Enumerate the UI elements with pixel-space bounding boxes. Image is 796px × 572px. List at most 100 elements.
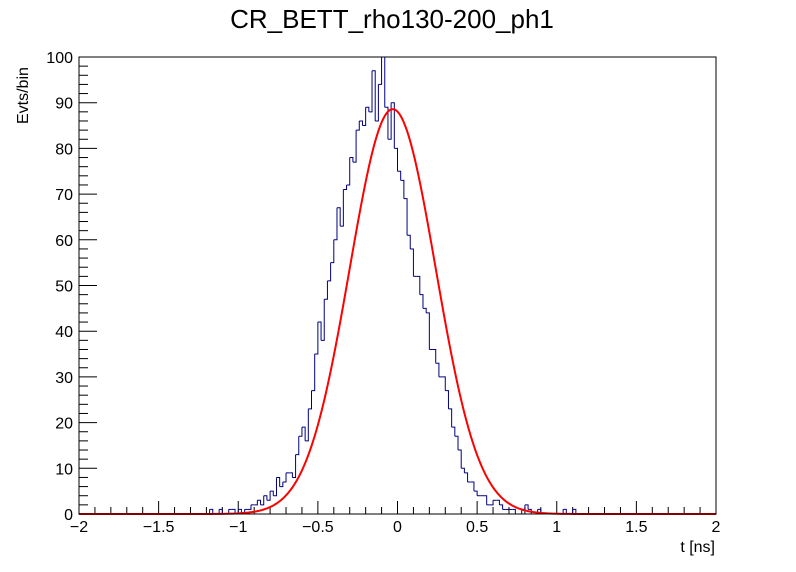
histogram-bin — [391, 102, 395, 149]
histogram-bin — [461, 467, 465, 473]
histogram-bin — [330, 239, 335, 264]
x-tick-label: 1 — [552, 519, 561, 536]
histogram-bin — [368, 70, 373, 113]
histogram-bin — [372, 70, 376, 121]
axis-ticks: −2 −1.5 −1 −0.5 0 0.5 1 1.5 20102030405060708090… — [46, 50, 720, 536]
histogram-bin — [464, 472, 469, 483]
histogram-bin — [317, 321, 322, 341]
histogram-bin — [384, 106, 389, 140]
histogram-bin — [422, 307, 427, 313]
histogram-bin — [365, 106, 370, 112]
histogram-bin — [458, 449, 462, 469]
histogram-bin — [349, 157, 354, 163]
histogram-bin — [295, 436, 300, 456]
histogram-bin — [473, 490, 478, 496]
histogram-bin — [336, 207, 341, 227]
histogram-bin — [321, 299, 325, 341]
histogram-bin — [387, 102, 392, 140]
y-tick-label: 30 — [55, 370, 73, 387]
histogram-bin — [356, 120, 360, 131]
x-tick-label: 0 — [393, 519, 402, 536]
y-tick-label: 50 — [55, 279, 73, 296]
histogram-bin — [400, 179, 405, 199]
histogram-bin — [327, 262, 332, 282]
histogram-bin — [276, 476, 281, 487]
histogram-bin — [263, 495, 268, 501]
histogram-bin — [343, 184, 348, 191]
histogram-bin — [563, 508, 567, 514]
x-tick-label: −1 — [229, 519, 247, 536]
histogram-bin — [305, 408, 309, 442]
histogram-bin — [407, 234, 411, 249]
x-tick-label: 1.5 — [625, 519, 647, 536]
histogram-bin — [435, 362, 440, 377]
y-tick-label: 70 — [55, 187, 73, 204]
histogram-bin — [419, 294, 424, 309]
histogram-bin — [454, 435, 459, 451]
x-tick-label: −1.5 — [143, 519, 175, 536]
y-tick-label: 0 — [64, 507, 73, 524]
y-tick-label: 80 — [55, 141, 73, 158]
histogram-bin — [512, 508, 516, 514]
histogram-bin — [298, 427, 303, 437]
y-tick-label: 40 — [55, 324, 73, 341]
histogram-bin — [260, 495, 265, 506]
histogram-bin — [375, 84, 379, 122]
y-tick-label: 20 — [55, 416, 73, 433]
x-tick-label: 2 — [712, 519, 721, 536]
histogram-bin — [247, 504, 252, 510]
histogram-bin — [301, 426, 306, 441]
histogram-bin — [489, 500, 494, 506]
histogram-bin — [254, 500, 258, 506]
histogram-bin — [378, 57, 383, 85]
x-tick-label: −0.5 — [302, 519, 334, 536]
histogram-bin — [394, 147, 398, 172]
histogram-bin — [231, 508, 236, 514]
histogram-bin — [432, 348, 437, 364]
x-tick-label: 0.5 — [466, 519, 488, 536]
histogram-bin — [333, 207, 338, 241]
histogram-bin — [499, 504, 504, 510]
histogram-bin — [346, 157, 351, 186]
y-tick-label: 60 — [55, 233, 73, 250]
histogram-bin — [340, 189, 344, 227]
histogram-bin — [292, 454, 297, 478]
histogram-bin — [266, 491, 271, 501]
histogram-bin — [403, 198, 408, 236]
histogram-bin — [314, 322, 319, 355]
histogram-bin — [483, 495, 488, 505]
x-tick-label: −2 — [70, 519, 88, 536]
y-tick-label: 90 — [55, 96, 73, 113]
histogram-bin — [359, 120, 363, 126]
y-tick-label: 100 — [46, 50, 73, 67]
histogram-bin — [362, 107, 367, 127]
plot-frame — [78, 56, 717, 515]
histogram-bin — [324, 280, 328, 300]
histogram-bin — [572, 508, 577, 514]
histogram-bin — [273, 477, 277, 497]
histogram-bin — [289, 472, 293, 478]
histogram-bin — [209, 508, 214, 514]
histogram-bin — [397, 170, 402, 181]
histogram-bin — [282, 472, 287, 483]
histogram-bin — [410, 248, 414, 277]
histogram-bin — [311, 354, 316, 392]
histogram-bin — [219, 508, 223, 514]
histogram-series — [206, 56, 577, 515]
histogram-bin — [308, 390, 313, 410]
histogram-bin — [352, 130, 357, 163]
histogram-bin — [524, 504, 529, 510]
histogram-bin — [426, 312, 430, 350]
histogram-bin — [448, 408, 453, 428]
histogram-bin — [496, 499, 500, 505]
histogram-bin — [416, 275, 421, 295]
histogram-bin — [470, 481, 475, 492]
y-axis-label: Evts/bin — [15, 67, 32, 124]
chart-title: CR_BETT_rho130-200_ph1 — [230, 4, 554, 34]
histogram-bin — [442, 376, 446, 391]
x-axis-label: t [ns] — [680, 539, 715, 556]
histogram-bin — [257, 499, 262, 505]
histogram-bin — [445, 390, 449, 409]
